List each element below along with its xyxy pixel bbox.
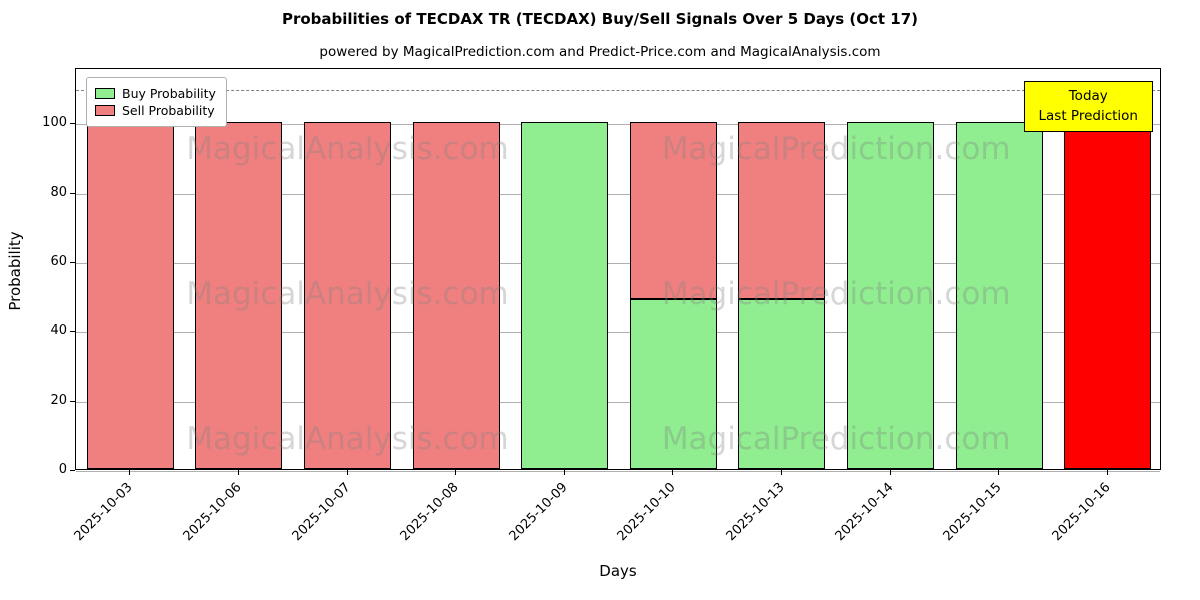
gridline-y-40 (76, 332, 1160, 334)
bar-group-2025-10-14 (847, 67, 934, 469)
bar-group-2025-10-06 (195, 67, 283, 469)
y-tick-label: 100 (42, 115, 67, 131)
x-tick-mark (780, 470, 782, 475)
x-tick-mark (998, 470, 1000, 475)
sell-segment (86, 122, 174, 469)
y-tick-label: 80 (50, 184, 67, 200)
y-tick-mark (70, 123, 75, 125)
x-tick-mark (129, 470, 131, 475)
y-tick-mark (70, 470, 75, 471)
bar-group-2025-10-09 (521, 67, 609, 469)
legend-sell-label: Sell Probability (122, 103, 215, 118)
bar-group-2025-10-16 (1064, 67, 1152, 469)
buy-segment (521, 122, 609, 469)
buy-segment (738, 299, 826, 469)
chart-subtitle: powered by MagicalPrediction.com and Pre… (319, 44, 881, 60)
x-tick-mark (672, 470, 674, 475)
sell-segment (629, 122, 717, 300)
sell-segment (195, 122, 283, 469)
y-tick-label: 60 (50, 254, 67, 270)
x-tick-mark (563, 470, 565, 475)
gridline-y-0 (76, 471, 1160, 472)
buy-segment (955, 122, 1043, 469)
legend: Buy Probability Sell Probability (86, 77, 227, 127)
plot-area: Buy Probability Sell Probability Today L… (75, 67, 1161, 472)
legend-row-buy: Buy Probability (95, 86, 216, 101)
gridline-y-80 (76, 193, 1160, 195)
bar-group-2025-10-07 (304, 67, 391, 469)
x-tick-mark (455, 470, 457, 475)
bar-group-2025-10-13 (738, 67, 826, 469)
bar-group-2025-10-08 (412, 67, 500, 469)
bar-group-2025-10-03 (86, 67, 174, 469)
x-tick-mark (237, 470, 239, 475)
y-tick-mark (70, 262, 75, 264)
chart-title: Probabilities of TECDAX TR (TECDAX) Buy/… (281, 10, 919, 28)
gridline-y-60 (76, 263, 1160, 265)
sell-segment (304, 122, 391, 469)
buy-segment (847, 122, 934, 469)
y-tick-mark (70, 192, 75, 194)
sell-swatch-icon (95, 105, 115, 116)
x-tick-mark (1106, 470, 1108, 475)
y-tick-label: 0 (58, 462, 67, 477)
buy-swatch-icon (95, 88, 115, 99)
gridline-y-100 (76, 124, 1160, 126)
legend-row-sell: Sell Probability (95, 103, 216, 118)
y-tick-label: 20 (50, 392, 67, 408)
bar-group-2025-10-10 (629, 67, 717, 469)
x-tick-mark (889, 470, 891, 475)
dashed-reference-line (76, 89, 1160, 91)
y-tick-mark (70, 331, 75, 333)
y-tick-label: 40 (50, 323, 67, 339)
y-axis-title: Probability (6, 231, 24, 311)
annotation-line1: Today (1068, 88, 1108, 104)
x-axis-title: Days (599, 562, 637, 580)
x-tick-mark (346, 470, 348, 475)
legend-buy-label: Buy Probability (122, 86, 216, 101)
buy-segment (629, 299, 717, 469)
gridline-y-20 (76, 401, 1160, 403)
sell-segment (412, 122, 500, 469)
today-annotation: Today Last Prediction (1023, 81, 1153, 133)
y-tick-mark (70, 400, 75, 402)
today-sell-segment (1064, 122, 1152, 469)
annotation-line2: Last Prediction (1038, 107, 1138, 124)
sell-segment (738, 122, 826, 300)
bar-group-2025-10-15 (955, 67, 1043, 469)
